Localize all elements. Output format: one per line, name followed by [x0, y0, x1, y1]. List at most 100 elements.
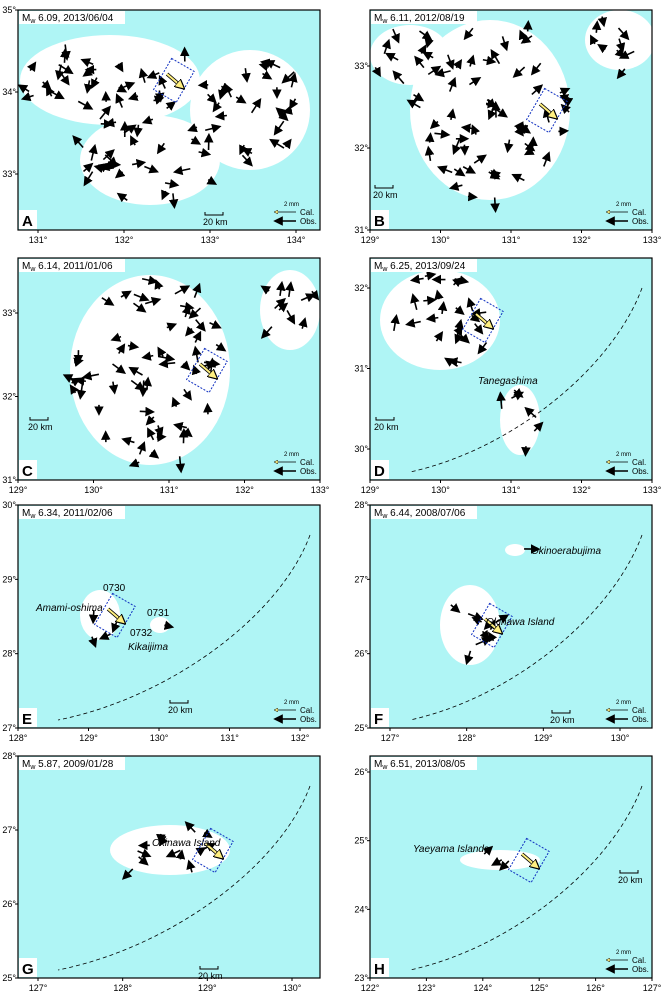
- x-tick-label: 128°: [9, 733, 28, 743]
- y-tick-label: 33°: [354, 61, 368, 71]
- panel-title: Mw 6.25, 2013/09/24: [374, 261, 466, 273]
- panel-title: Mw 6.34, 2011/02/06: [22, 508, 113, 520]
- panel-title: Mw 6.51, 2013/08/05: [374, 759, 466, 771]
- gnss-arrow: [180, 854, 181, 859]
- x-tick-label: 131°: [220, 733, 239, 743]
- x-tick-label: 129°: [361, 485, 380, 495]
- y-tick-label: 32°: [354, 143, 368, 153]
- panel-letter: G: [22, 961, 34, 978]
- gnss-arrow: [430, 318, 438, 319]
- legend-cal-label: Cal.: [632, 208, 646, 217]
- y-tick-label: 26°: [354, 649, 368, 659]
- x-tick-label: 130°: [611, 733, 630, 743]
- x-tick-label: 130°: [431, 235, 450, 245]
- scale-label: 20 km: [618, 875, 643, 885]
- panel-letter: B: [374, 213, 385, 230]
- legend-size: 2 mm: [284, 202, 299, 208]
- y-tick-label: 30°: [2, 500, 16, 510]
- panel-title: Mw 6.14, 2011/01/06: [22, 261, 113, 273]
- title-m: M: [22, 261, 30, 272]
- x-tick-label: 131°: [29, 235, 48, 245]
- panel-letter: H: [374, 961, 385, 978]
- title-rest: 6.14, 2011/01/06: [35, 261, 113, 272]
- land: [500, 385, 540, 455]
- y-tick-label: 28°: [354, 500, 368, 510]
- panel-letter: F: [374, 711, 383, 728]
- title-m: M: [374, 508, 382, 519]
- y-tick-label: 27°: [2, 825, 16, 835]
- scale-label: 20 km: [374, 422, 399, 432]
- legend-obs-label: Obs.: [300, 217, 317, 226]
- title-m: M: [374, 261, 382, 272]
- y-tick-label: 33°: [2, 308, 16, 318]
- panel-letter: E: [22, 711, 32, 728]
- y-tick-label: 31°: [354, 364, 368, 374]
- y-tick-label: 24°: [354, 904, 368, 914]
- gnss-arrow: [79, 381, 85, 382]
- y-tick-label: 23°: [354, 973, 368, 983]
- y-tick-label: 27°: [2, 723, 16, 733]
- y-tick-label: 30°: [354, 444, 368, 454]
- x-tick-label: 132°: [291, 733, 310, 743]
- scale-label: 20 km: [198, 971, 223, 981]
- scale-label: 20 km: [28, 422, 53, 432]
- title-rest: 6.44, 2008/07/06: [387, 508, 465, 519]
- panel-title: Mw 6.11, 2012/08/19: [374, 13, 465, 25]
- map-panel: Mw 5.87, 2009/01/28G127°128°129°130°25°2…: [2, 751, 320, 992]
- gnss-arrow: [438, 294, 439, 299]
- x-tick-label: 123°: [417, 983, 436, 992]
- x-tick-label: 131°: [502, 235, 521, 245]
- gnss-arrow: [442, 306, 443, 314]
- gnss-arrow: [147, 381, 148, 390]
- scale-label: 20 km: [373, 190, 398, 200]
- y-tick-label: 25°: [354, 723, 368, 733]
- x-tick-label: 133°: [643, 235, 662, 245]
- x-tick-label: 125°: [530, 983, 549, 992]
- legend-size: 2 mm: [616, 950, 631, 956]
- x-tick-label: 129°: [198, 983, 217, 992]
- y-tick-label: 25°: [2, 973, 16, 983]
- x-tick-label: 130°: [150, 733, 169, 743]
- x-tick-label: 131°: [502, 485, 521, 495]
- gnss-arrow: [219, 116, 226, 117]
- place-name: Okinoerabujima: [531, 546, 601, 557]
- title-m: M: [374, 759, 382, 770]
- map-panel: Mw 6.11, 2012/08/19B129°130°131°132°133°…: [354, 10, 661, 245]
- x-tick-label: 127°: [29, 983, 48, 992]
- scale-label: 20 km: [203, 217, 228, 227]
- panel-title: Mw 5.87, 2009/01/28: [22, 759, 114, 771]
- legend-cal-label: Cal.: [300, 208, 314, 217]
- panel-letter: A: [22, 213, 33, 230]
- title-rest: 6.34, 2011/02/06: [35, 508, 113, 519]
- panel-title: Mw 6.44, 2008/07/06: [374, 508, 466, 520]
- x-tick-label: 129°: [534, 733, 553, 743]
- gnss-arrow: [501, 396, 502, 409]
- gnss-arrow: [180, 456, 181, 468]
- legend-obs-label: Obs.: [632, 965, 649, 974]
- x-tick-label: 130°: [431, 485, 450, 495]
- gnss-arrow: [143, 380, 144, 392]
- x-tick-label: 126°: [586, 983, 605, 992]
- place-name: Okinawa Island: [486, 617, 555, 628]
- y-tick-label: 31°: [354, 225, 368, 235]
- legend-cal-label: Cal.: [300, 706, 314, 715]
- gnss-arrow: [128, 346, 135, 347]
- legend-cal-label: Cal.: [632, 956, 646, 965]
- x-tick-label: 130°: [84, 485, 103, 495]
- legend-size: 2 mm: [284, 700, 299, 706]
- x-tick-label: 127°: [381, 733, 400, 743]
- map-panel: Mw 6.09, 2013/06/04A131°132°133°134°33°3…: [2, 5, 320, 245]
- title-rest: 5.87, 2009/01/28: [35, 759, 113, 770]
- gnss-arrow: [495, 198, 496, 209]
- place-name: 0730: [103, 583, 126, 594]
- x-tick-label: 129°: [79, 733, 98, 743]
- legend-size: 2 mm: [616, 452, 631, 458]
- y-tick-label: 31°: [2, 475, 16, 485]
- gnss-arrow: [564, 93, 565, 99]
- title-m: M: [22, 508, 30, 519]
- y-tick-label: 25°: [354, 836, 368, 846]
- x-tick-label: 127°: [643, 983, 662, 992]
- title-rest: 6.51, 2013/08/05: [387, 759, 465, 770]
- gnss-arrow: [159, 91, 160, 98]
- x-tick-label: 130°: [283, 983, 302, 992]
